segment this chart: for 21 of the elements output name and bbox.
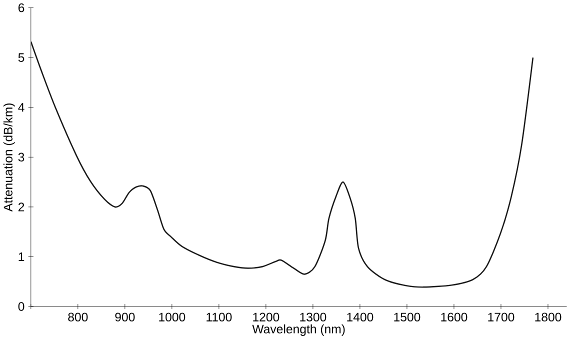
x-tick-label: 1300: [300, 312, 326, 322]
x-tick-label: 800: [68, 312, 88, 322]
y-tick-label: 6: [18, 3, 24, 12]
y-tick-label: 4: [18, 102, 24, 112]
y-tick-label: 0: [18, 302, 24, 311]
y-axis-title: Attenuation (dB/km): [3, 103, 15, 212]
y-tick-label: 2: [18, 202, 24, 212]
y-tick-label: 5: [18, 53, 24, 62]
x-tick-label: 1600: [441, 312, 468, 322]
x-tick-label: 1800: [535, 312, 562, 322]
x-tick-label: 1700: [488, 312, 514, 322]
x-tick-label: 1400: [347, 312, 374, 322]
line-series: [30, 40, 534, 288]
y-tick-label: 3: [18, 152, 24, 162]
x-tick-label: 1100: [206, 312, 232, 322]
x-axis-title: Wavelength (nm): [252, 324, 345, 336]
x-tick-label: 1500: [394, 312, 420, 322]
x-tick-label: 900: [115, 312, 135, 322]
x-tick-label: 1200: [253, 312, 280, 322]
y-tick-label: 1: [18, 252, 24, 261]
x-tick-label: 1000: [159, 312, 186, 322]
